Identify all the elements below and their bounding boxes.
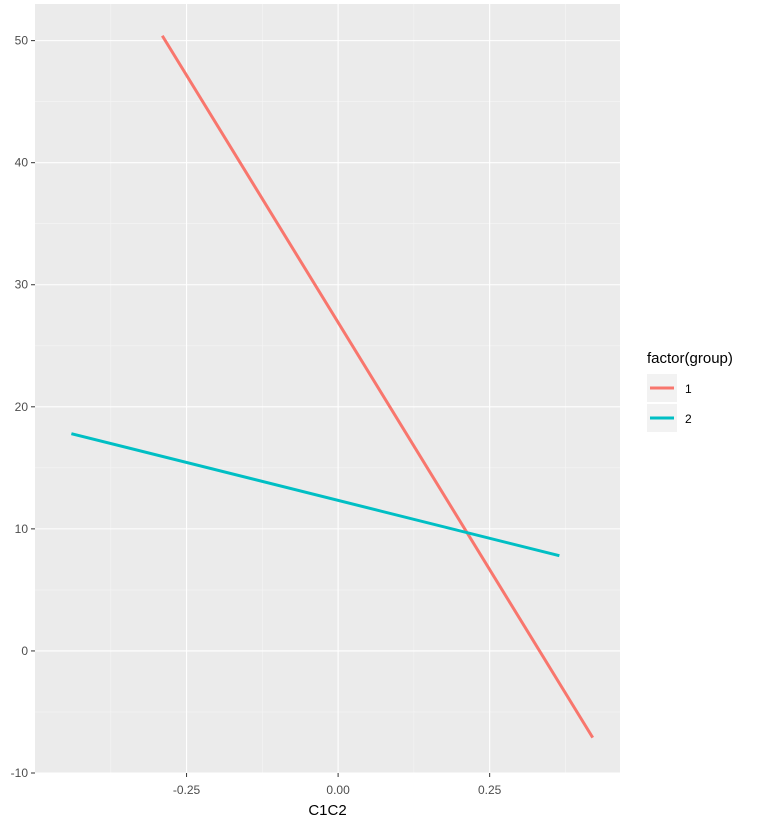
x-tick-label: -0.25 — [173, 783, 201, 797]
legend: factor(group) 1 2 — [647, 350, 733, 432]
minor-grid — [35, 4, 620, 773]
legend-label: 2 — [685, 412, 692, 426]
y-tick-label: 50 — [15, 34, 29, 48]
x-axis: -0.25 0.00 0.25 — [173, 773, 502, 797]
y-tick-label: 20 — [15, 400, 29, 414]
major-grid — [35, 4, 620, 774]
y-tick-label: 10 — [15, 522, 29, 536]
x-tick-label: 0.00 — [326, 783, 350, 797]
plot-panel — [35, 4, 620, 773]
y-tick-label: 0 — [21, 644, 28, 658]
series-line-1 — [161, 34, 594, 739]
y-tick-label: 30 — [15, 278, 29, 292]
x-axis-title: C1C2 — [308, 802, 346, 819]
y-axis: -10 0 10 20 30 40 50 — [11, 34, 35, 780]
series-line-2 — [71, 432, 560, 558]
legend-label: 1 — [685, 382, 692, 396]
y-tick-label: -10 — [11, 766, 29, 780]
y-tick-label: 40 — [15, 156, 29, 170]
series-layer — [71, 34, 594, 739]
legend-title: factor(group) — [647, 350, 733, 367]
x-tick-label: 0.25 — [478, 783, 502, 797]
